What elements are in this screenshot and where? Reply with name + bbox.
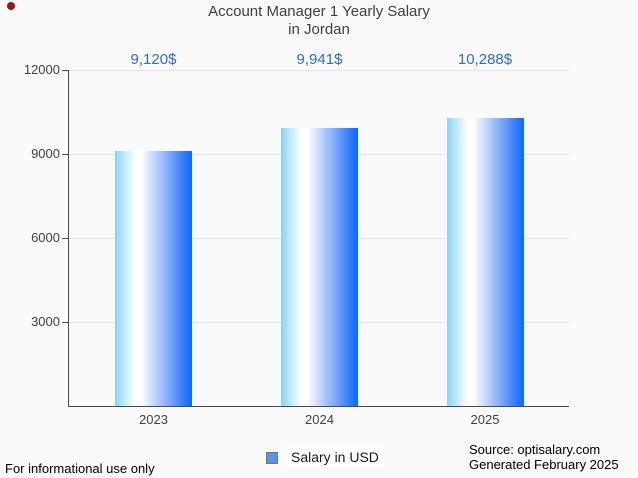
gridline [68, 70, 569, 71]
y-axis-tick [62, 322, 68, 323]
x-axis-label: 2024 [305, 412, 334, 427]
bar [115, 150, 192, 406]
x-axis-label: 2023 [139, 412, 168, 427]
y-axis-label: 12000 [23, 62, 60, 77]
record-dot-icon [7, 2, 15, 10]
legend: Salary in USD [266, 447, 384, 467]
y-axis-tick [62, 70, 68, 71]
y-axis-tick [62, 154, 68, 155]
bar-value-label: 9,941$ [296, 51, 343, 68]
bar [446, 117, 524, 406]
disclaimer-text: For informational use only [5, 461, 155, 476]
chart-title-line2: in Jordan [288, 21, 350, 38]
chart-title: Account Manager 1 Yearly Salary in Jorda… [0, 3, 638, 39]
source-text: Source: optisalary.com [469, 442, 601, 457]
bar-value-label: 9,120$ [130, 51, 177, 68]
y-axis-label: 3000 [31, 314, 60, 329]
footer-source-block: Source: optisalary.com Generated Februar… [469, 442, 619, 472]
legend-marker-icon [266, 452, 278, 464]
bar [281, 127, 358, 406]
y-axis-label: 9000 [31, 146, 60, 161]
x-axis-line [68, 406, 569, 407]
bar-value-label: 10,288$ [457, 51, 513, 68]
y-axis-tick [62, 238, 68, 239]
y-axis-line [68, 70, 69, 406]
generated-text: Generated February 2025 [469, 457, 619, 472]
x-axis-label: 2025 [470, 412, 500, 427]
chart-title-line1: Account Manager 1 Yearly Salary [208, 3, 430, 20]
y-axis-label: 6000 [31, 230, 60, 245]
legend-label: Salary in USD [286, 447, 384, 467]
